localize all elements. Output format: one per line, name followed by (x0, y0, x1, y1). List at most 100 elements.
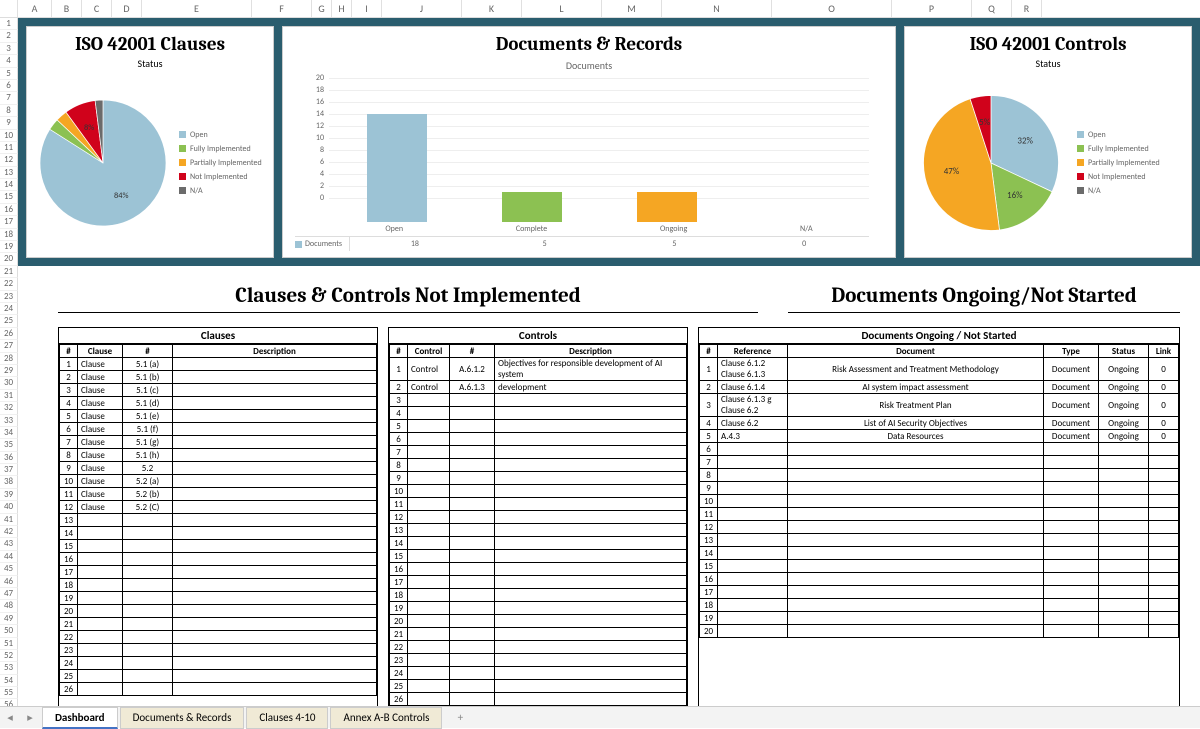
table-row[interactable]: 19 (60, 592, 377, 605)
table-row[interactable]: 22 (60, 631, 377, 644)
table-row[interactable]: 15 (390, 550, 687, 563)
table-row[interactable]: 14 (390, 537, 687, 550)
documents-bar-chart: 02468101214161820 (329, 78, 869, 222)
docs-table: #ReferenceDocumentTypeStatusLink1Clause … (699, 344, 1179, 638)
worksheet-content: ISO 42001 Clauses Status 84%8% OpenFully… (18, 18, 1200, 706)
table-row[interactable]: 2ControlA.6.1.3development (390, 381, 687, 394)
table-row[interactable]: 15 (60, 540, 377, 553)
docs-table-title: Documents Ongoing / Not Started (699, 328, 1179, 344)
sheet-tab[interactable]: Clauses 4-10 (246, 707, 328, 729)
table-row[interactable]: 8 (700, 469, 1179, 482)
svg-text:8%: 8% (84, 122, 94, 132)
table-row[interactable]: 4 (390, 407, 687, 420)
tables-row: Clauses #Clause#Description1Clause5.1 (a… (18, 327, 1200, 707)
table-row[interactable]: 9 (390, 472, 687, 485)
table-row[interactable]: 23 (390, 654, 687, 667)
table-row[interactable]: 16 (60, 553, 377, 566)
table-row[interactable]: 23 (60, 644, 377, 657)
table-row[interactable]: 13 (390, 524, 687, 537)
table-row[interactable]: 4Clause5.1 (d) (60, 397, 377, 410)
controls-pie-card: ISO 42001 Controls Status 32%16%47%5% Op… (904, 26, 1192, 258)
table-row[interactable]: 12 (700, 521, 1179, 534)
table-row[interactable]: 3 (390, 394, 687, 407)
table-row[interactable]: 17 (60, 566, 377, 579)
table-row[interactable]: 17 (700, 586, 1179, 599)
table-row[interactable]: 7 (390, 446, 687, 459)
table-row[interactable]: 10 (390, 485, 687, 498)
table-row[interactable]: 8 (390, 459, 687, 472)
table-row[interactable]: 21 (60, 618, 377, 631)
table-row[interactable]: 19 (390, 602, 687, 615)
table-row[interactable]: 5 (390, 420, 687, 433)
table-row[interactable]: 7 (700, 456, 1179, 469)
table-row[interactable]: 3Clause 6.1.3 gClause 6.2Risk Treatment … (700, 394, 1179, 417)
table-row[interactable]: 5A.4.3Data ResourcesDocumentOngoing0 (700, 430, 1179, 443)
table-row[interactable]: 10Clause5.2 (a) (60, 475, 377, 488)
table-row[interactable]: 25 (390, 680, 687, 693)
table-row[interactable]: 5Clause5.1 (e) (60, 410, 377, 423)
table-row[interactable]: 14 (700, 547, 1179, 560)
table-row[interactable]: 11 (390, 498, 687, 511)
table-row[interactable]: 20 (700, 625, 1179, 638)
table-row[interactable]: 12Clause5.2 (C) (60, 501, 377, 514)
table-row[interactable]: 6 (390, 433, 687, 446)
sheet-tab[interactable]: Documents & Records (120, 707, 245, 729)
table-row[interactable]: 17 (390, 576, 687, 589)
sheet-tab[interactable]: Dashboard (42, 707, 118, 729)
table-row[interactable]: 9Clause5.2 (60, 462, 377, 475)
tab-nav-prev-icon[interactable]: ▸ (20, 711, 40, 724)
table-row[interactable]: 11Clause5.2 (b) (60, 488, 377, 501)
table-row[interactable]: 13 (700, 534, 1179, 547)
controls-pie-legend: OpenFully ImplementedPartially Implement… (1077, 126, 1160, 200)
table-row[interactable]: 26 (60, 683, 377, 696)
table-row[interactable]: 4Clause 6.2List of AI Security Objective… (700, 417, 1179, 430)
row-headers: 1234567891011121314151617181920212223242… (0, 18, 18, 712)
svg-text:47%: 47% (944, 165, 960, 176)
svg-text:84%: 84% (114, 191, 128, 201)
clauses-pie-card: ISO 42001 Clauses Status 84%8% OpenFully… (26, 26, 274, 258)
table-row[interactable]: 21 (390, 628, 687, 641)
table-row[interactable]: 24 (60, 657, 377, 670)
table-row[interactable]: 20 (60, 605, 377, 618)
table-row[interactable]: 26 (390, 693, 687, 706)
table-row[interactable]: 1Clause5.1 (a) (60, 358, 377, 371)
table-row[interactable]: 18 (700, 599, 1179, 612)
dashboard-charts-band: ISO 42001 Clauses Status 84%8% OpenFully… (18, 18, 1200, 266)
sheet-tab[interactable]: Annex A-B Controls (330, 707, 442, 729)
table-row[interactable]: 22 (390, 641, 687, 654)
table-row[interactable]: 13 (60, 514, 377, 527)
svg-text:32%: 32% (1017, 135, 1033, 146)
table-row[interactable]: 18 (390, 589, 687, 602)
table-row[interactable]: 6Clause5.1 (f) (60, 423, 377, 436)
table-row[interactable]: 8Clause5.1 (h) (60, 449, 377, 462)
controls-pie-subtitle: Status (911, 57, 1185, 70)
table-row[interactable]: 14 (60, 527, 377, 540)
tab-nav-first-icon[interactable]: ◂ (0, 711, 20, 724)
table-row[interactable]: 24 (390, 667, 687, 680)
table-row[interactable]: 7Clause5.1 (g) (60, 436, 377, 449)
documents-bar-card: Documents & Records Documents 0246810121… (282, 26, 896, 258)
controls-pie-chart: 32%16%47%5% (911, 88, 1071, 238)
table-row[interactable]: 19 (700, 612, 1179, 625)
table-row[interactable]: 1Clause 6.1.2Clause 6.1.3Risk Assessment… (700, 358, 1179, 381)
table-row[interactable]: 10 (700, 495, 1179, 508)
table-row[interactable]: 3Clause5.1 (c) (60, 384, 377, 397)
table-row[interactable]: 1ControlA.6.1.2Objectives for responsibl… (390, 358, 687, 381)
table-row[interactable]: 6 (700, 443, 1179, 456)
bar-data-table: Documents18550 (295, 236, 869, 251)
table-row[interactable]: 2Clause5.1 (b) (60, 371, 377, 384)
table-row[interactable]: 11 (700, 508, 1179, 521)
table-row[interactable]: 9 (700, 482, 1179, 495)
table-row[interactable]: 16 (390, 563, 687, 576)
table-row[interactable]: 25 (60, 670, 377, 683)
clauses-pie-subtitle: Status (33, 57, 267, 70)
table-row[interactable]: 12 (390, 511, 687, 524)
table-row[interactable]: 18 (60, 579, 377, 592)
controls-table-box: Controls #Control#Description1ControlA.6… (388, 327, 688, 707)
table-row[interactable]: 15 (700, 560, 1179, 573)
table-row[interactable]: 16 (700, 573, 1179, 586)
table-row[interactable]: 2Clause 6.1.4AI system impact assessment… (700, 381, 1179, 394)
table-row[interactable]: 20 (390, 615, 687, 628)
add-sheet-icon[interactable]: + (448, 711, 472, 724)
sheet-tabs-bar: ◂ ▸ DashboardDocuments & RecordsClauses … (0, 706, 1200, 728)
